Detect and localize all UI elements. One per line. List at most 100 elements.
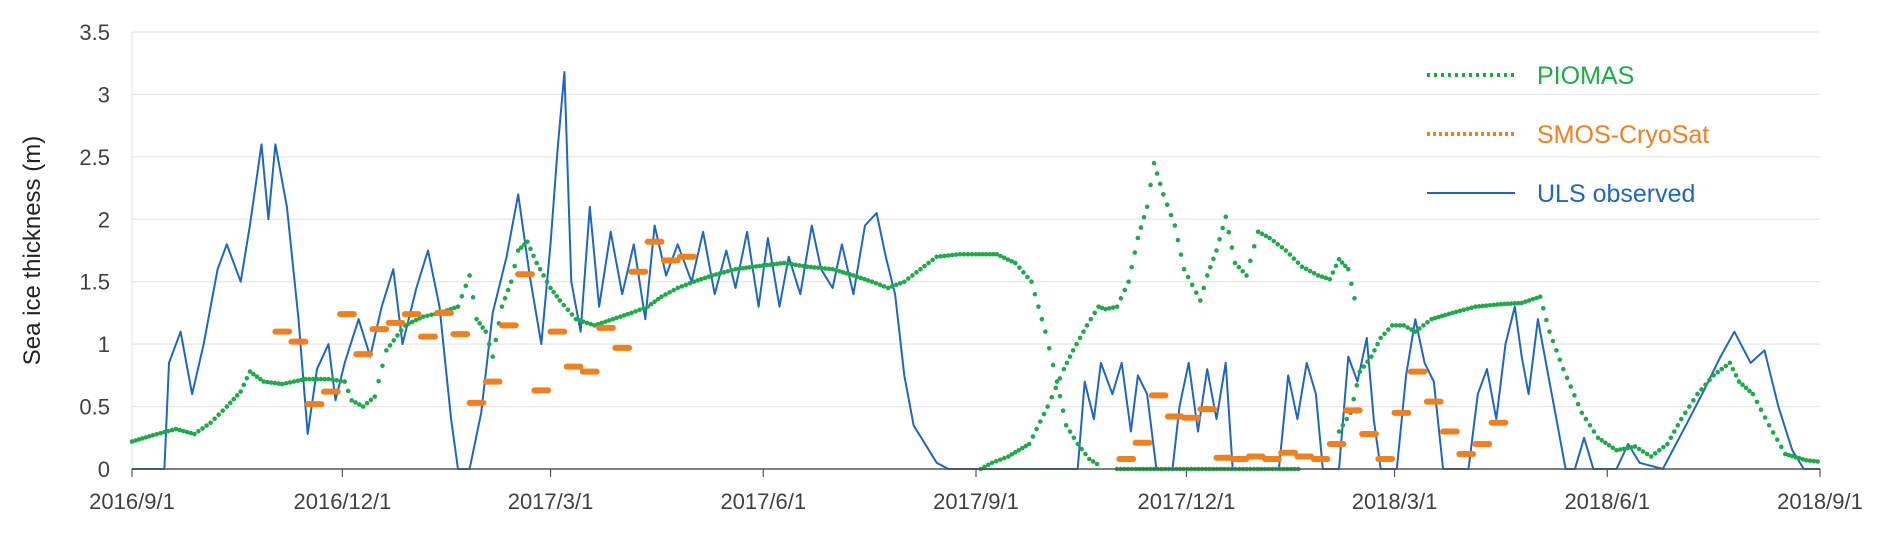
piomas-point: [330, 377, 335, 383]
piomas-point: [823, 266, 828, 271]
piomas-point: [200, 426, 205, 431]
legend-label-smos-cryosat: SMOS-CryoSat: [1537, 121, 1709, 149]
piomas-point: [1333, 263, 1339, 269]
piomas-point: [1579, 410, 1585, 416]
piomas-point: [303, 376, 308, 382]
piomas-point: [1327, 276, 1333, 282]
piomas-point: [143, 435, 149, 440]
piomas-point: [1267, 235, 1272, 241]
piomas-point: [1132, 250, 1138, 255]
piomas-point: [234, 393, 240, 398]
piomas-point: [425, 313, 430, 319]
x-tick-label: 2017/9/1: [933, 489, 1019, 514]
piomas-point: [1303, 266, 1309, 272]
piomas-point: [854, 274, 860, 280]
piomas-point: [1319, 274, 1325, 280]
y-axis-label: Sea ice thickness (m): [19, 136, 46, 365]
y-tick-label: 1: [98, 332, 110, 357]
piomas-point: [957, 251, 963, 257]
piomas-point: [840, 270, 846, 275]
piomas-point: [258, 376, 263, 382]
piomas-point: [1730, 366, 1736, 372]
piomas-point: [1803, 457, 1809, 463]
piomas-point: [1397, 323, 1403, 328]
piomas-point: [1587, 423, 1593, 428]
piomas-point: [493, 337, 499, 343]
piomas-point: [1439, 313, 1445, 319]
piomas-point: [565, 307, 571, 313]
piomas-point: [1135, 235, 1141, 241]
piomas-point: [1354, 383, 1360, 388]
piomas-point: [1016, 447, 1022, 453]
piomas-point: [551, 289, 556, 295]
piomas-point: [1783, 451, 1788, 457]
piomas-point: [750, 264, 756, 270]
piomas-point: [1695, 391, 1700, 397]
piomas-point: [573, 316, 579, 322]
piomas-point: [725, 269, 731, 274]
piomas-point: [698, 276, 704, 282]
y-tick-label: 3.5: [79, 20, 110, 45]
piomas-point: [474, 316, 479, 322]
x-tick-label: 2018/3/1: [1352, 489, 1438, 514]
piomas-point: [1181, 266, 1187, 272]
piomas-point: [1610, 445, 1616, 451]
piomas-point: [645, 304, 650, 309]
piomas-point: [1160, 192, 1166, 197]
piomas-point: [244, 375, 250, 381]
legend-entry-piomas: PIOMAS: [1427, 62, 1634, 90]
piomas-point: [1719, 366, 1725, 372]
piomas-point: [713, 272, 719, 277]
piomas-point: [1307, 268, 1313, 274]
piomas-point: [1429, 316, 1434, 322]
piomas-point: [502, 296, 508, 301]
piomas-point: [808, 264, 814, 270]
piomas-point: [1727, 360, 1733, 366]
piomas-point: [1351, 396, 1356, 402]
piomas-point: [934, 254, 939, 260]
piomas-point: [1271, 238, 1277, 244]
piomas-point: [162, 429, 167, 435]
piomas-point: [1220, 225, 1225, 231]
piomas-point: [652, 299, 657, 304]
piomas-point: [1575, 401, 1581, 407]
x-tick-label: 2017/12/1: [1137, 489, 1235, 514]
piomas-point: [353, 400, 358, 405]
piomas-point: [1141, 214, 1147, 220]
piomas-point: [1330, 270, 1336, 275]
piomas-point: [993, 458, 999, 464]
piomas-point: [862, 276, 867, 282]
piomas-point: [409, 319, 415, 325]
piomas-point: [1393, 323, 1399, 328]
piomas-point: [1002, 455, 1007, 461]
piomas-point: [1675, 423, 1681, 428]
piomas-point: [740, 265, 745, 271]
piomas-point: [1122, 287, 1128, 293]
piomas-point: [251, 371, 256, 377]
piomas-point: [1315, 273, 1321, 278]
piomas-point: [1502, 301, 1507, 307]
piomas-point: [318, 376, 324, 382]
piomas-point: [910, 273, 915, 278]
piomas-point: [1118, 296, 1124, 301]
piomas-point: [1491, 302, 1496, 308]
piomas-point: [528, 246, 533, 252]
piomas-point: [1255, 229, 1261, 235]
piomas-point: [133, 438, 138, 443]
piomas-point: [557, 298, 563, 303]
piomas-point: [1740, 382, 1745, 388]
piomas-point: [196, 428, 201, 434]
piomas-point: [1754, 399, 1760, 405]
piomas-point: [1530, 296, 1536, 302]
piomas-point: [1019, 445, 1025, 451]
piomas-point: [1126, 279, 1131, 285]
piomas-point: [1026, 441, 1032, 447]
piomas-point: [499, 304, 505, 309]
piomas-point: [314, 376, 320, 382]
piomas-point: [417, 316, 422, 321]
piomas-point: [1157, 181, 1163, 187]
piomas-point: [1793, 454, 1799, 460]
piomas-point: [1733, 373, 1739, 378]
piomas-point: [531, 253, 536, 259]
